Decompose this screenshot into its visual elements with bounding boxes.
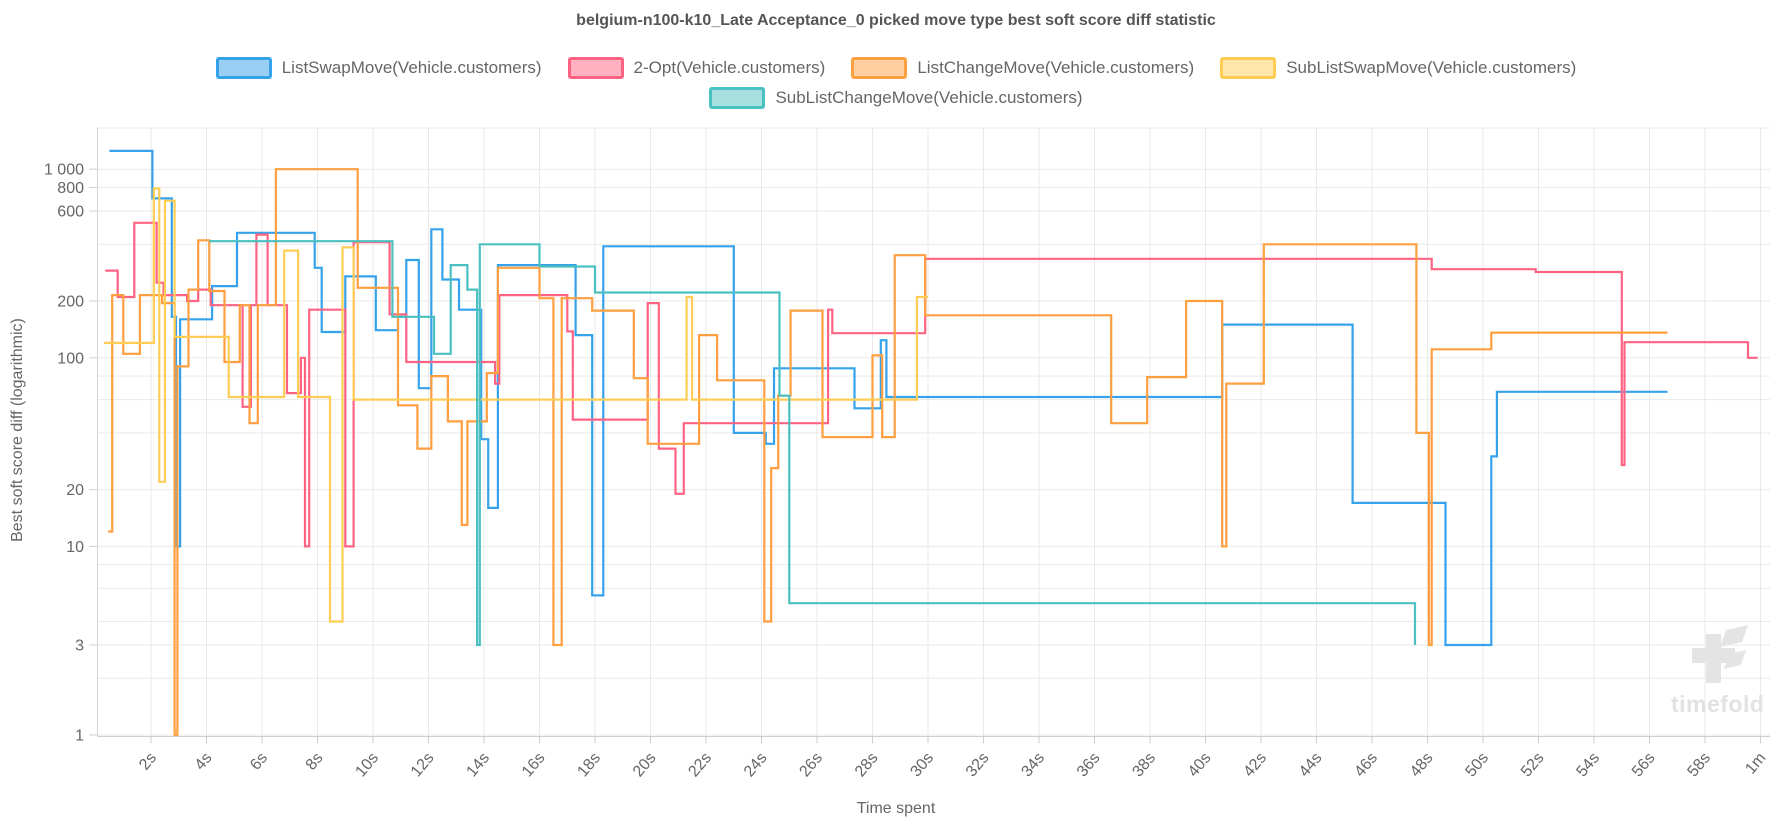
series-line-SubListSwapMove xyxy=(103,187,928,623)
x-tick-label: 58s xyxy=(1684,750,1714,781)
x-tick-label: 2s xyxy=(136,750,160,774)
x-tick-label: 30s xyxy=(907,750,937,781)
legend-swatch-icon xyxy=(215,57,272,79)
series-line-ListChangeMove xyxy=(108,168,1668,737)
x-tick-label: 6s xyxy=(247,750,271,774)
legend-swatch-icon xyxy=(851,57,908,79)
legend-label: SubListSwapMove(Vehicle.customers) xyxy=(1286,58,1577,77)
legend-label: SubListChangeMove(Vehicle.customers) xyxy=(775,88,1083,107)
x-tick-label: 50s xyxy=(1462,750,1492,781)
legend-row-2: SubListChangeMove(Vehicle.customers) xyxy=(0,86,1792,110)
x-tick-label: 22s xyxy=(685,750,715,781)
x-tick-label: 32s xyxy=(963,750,993,781)
legend-item-2-Opt[interactable]: 2-Opt(Vehicle.customers) xyxy=(567,57,826,79)
legend-row-1: ListSwapMove(Vehicle.customers) 2-Opt(Veh… xyxy=(0,56,1792,80)
series-line-SubListChangeMove xyxy=(209,240,1417,647)
y-tick-label: 600 xyxy=(57,204,84,221)
x-tick-label: 4s xyxy=(192,750,216,774)
series-line-2-Opt xyxy=(105,221,1758,548)
x-tick-label: 34s xyxy=(1018,750,1048,781)
x-tick-label: 14s xyxy=(463,750,493,781)
x-tick-label: 40s xyxy=(1185,750,1215,781)
legend-item-ListChangeMove[interactable]: ListChangeMove(Vehicle.customers) xyxy=(851,57,1194,79)
timefold-logo-icon xyxy=(1724,650,1746,669)
y-tick-label: 3 xyxy=(75,638,84,655)
x-tick-label: 18s xyxy=(574,750,604,781)
x-tick-label: 28s xyxy=(852,750,882,781)
x-tick-label: 42s xyxy=(1240,750,1270,781)
x-tick-label: 24s xyxy=(741,750,771,781)
y-tick-label: 100 xyxy=(57,350,84,367)
x-tick-label: 46s xyxy=(1351,750,1381,781)
legend-item-SubListSwapMove[interactable]: SubListSwapMove(Vehicle.customers) xyxy=(1220,57,1576,79)
y-tick-label: 10 xyxy=(66,539,84,556)
x-tick-label: 1m xyxy=(1742,750,1769,778)
x-tick-label: 54s xyxy=(1573,750,1603,781)
x-tick-label: 10s xyxy=(352,750,382,781)
legend-swatch-icon xyxy=(709,87,766,109)
legend-label: 2-Opt(Vehicle.customers) xyxy=(633,58,826,77)
timefold-logo-icon xyxy=(1720,625,1748,647)
y-tick-label: 200 xyxy=(57,294,84,311)
x-tick-label: 44s xyxy=(1296,750,1326,781)
x-axis-title: Time spent xyxy=(856,800,936,817)
x-tick-label: 38s xyxy=(1129,750,1159,781)
y-tick-label: 1 xyxy=(75,728,84,745)
legend-label: ListSwapMove(Vehicle.customers) xyxy=(281,58,542,77)
x-tick-label: 16s xyxy=(519,750,549,781)
x-tick-label: 48s xyxy=(1407,750,1437,781)
legend-item-ListSwapMove[interactable]: ListSwapMove(Vehicle.customers) xyxy=(215,57,542,79)
x-tick-label: 26s xyxy=(796,750,826,781)
legend-swatch-icon xyxy=(567,57,624,79)
x-tick-label: 36s xyxy=(1074,750,1104,781)
legend-item-SubListChangeMove[interactable]: SubListChangeMove(Vehicle.customers) xyxy=(709,87,1083,109)
x-tick-label: 52s xyxy=(1518,750,1548,781)
y-tick-label: 800 xyxy=(57,180,84,197)
x-tick-label: 56s xyxy=(1629,750,1659,781)
chart-title: belgium-n100-k10_Late Acceptance_0 picke… xyxy=(576,12,1216,29)
x-tick-label: 20s xyxy=(630,750,660,781)
y-tick-label: 1 000 xyxy=(44,162,84,179)
x-tick-label: 8s xyxy=(303,750,327,774)
legend-swatch-icon xyxy=(1220,57,1277,79)
legend-label: ListChangeMove(Vehicle.customers) xyxy=(917,58,1195,77)
watermark-text: timefold xyxy=(1671,691,1764,717)
timefold-logo-icon xyxy=(1692,634,1735,683)
series-line-ListSwapMove xyxy=(109,149,1668,647)
y-tick-label: 20 xyxy=(66,482,84,499)
x-tick-label: 12s xyxy=(408,750,438,781)
